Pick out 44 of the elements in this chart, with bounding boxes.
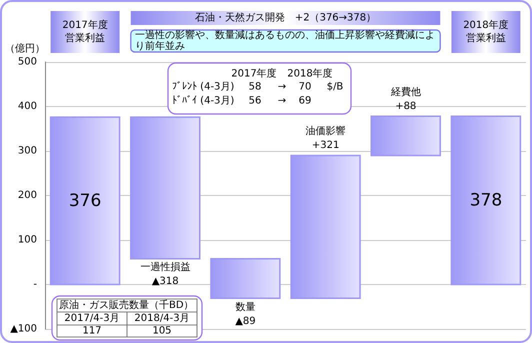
annotation: $/B bbox=[326, 82, 344, 92]
x-tick-label: 油価影響 bbox=[306, 124, 346, 137]
annotation: 117 bbox=[82, 326, 102, 336]
annotation: → bbox=[278, 96, 286, 106]
y-tick-label: 200 bbox=[18, 190, 37, 201]
data-label: +88 bbox=[395, 100, 416, 112]
y-tick-label: 400 bbox=[18, 101, 37, 112]
data-label: +321 bbox=[312, 140, 340, 151]
annotation: 58 bbox=[248, 82, 262, 92]
bar bbox=[50, 116, 120, 286]
annotation: 70 bbox=[298, 82, 312, 92]
annotation: 2018/4-3月 bbox=[134, 313, 190, 324]
bar bbox=[130, 116, 200, 260]
bar bbox=[290, 154, 361, 300]
annotation: 原油・ガス販売数量（千BD） bbox=[59, 299, 194, 311]
bar bbox=[210, 258, 281, 300]
bar bbox=[450, 116, 522, 286]
y-axis-title: （億円） bbox=[5, 42, 45, 54]
x-tick-label: 一過性損益 bbox=[140, 261, 190, 274]
y-tick-label: ▲100 bbox=[10, 324, 37, 334]
annotation: 105 bbox=[152, 326, 172, 336]
data-label: ▲318 bbox=[152, 276, 179, 288]
y-tick-label: 500 bbox=[18, 56, 37, 68]
x-tick-label: 2018年度営業利益 bbox=[463, 19, 509, 44]
annotation: ﾄﾞﾊﾞｲ (4-3月) bbox=[172, 94, 234, 106]
x-tick-label: 経費他 bbox=[390, 86, 421, 98]
annotation: → bbox=[278, 82, 286, 92]
annotation: ﾌﾞﾚﾝﾄ (4-3月) bbox=[172, 80, 234, 92]
y-tick-label: 300 bbox=[18, 146, 37, 156]
data-label: 378 bbox=[470, 190, 502, 210]
data-label: 376 bbox=[68, 190, 102, 211]
y-tick-label: 100 bbox=[18, 234, 37, 246]
x-tick-label: 数量 bbox=[235, 302, 256, 313]
annotation: 2017年度 bbox=[231, 68, 277, 80]
annotation: 56 bbox=[248, 96, 262, 106]
chart-subtitle: 一過性の影響や、数量減はあるものの、油価上昇影響や経費減により前年並み bbox=[134, 29, 435, 52]
data-label: ▲89 bbox=[235, 316, 256, 327]
x-tick-label: 2017年度営業利益 bbox=[62, 19, 108, 44]
annotation: 2017/4-3月 bbox=[64, 313, 120, 324]
annotation: 69 bbox=[298, 96, 312, 106]
chart-title: 石油・天然ガス開発 +2（376→378） bbox=[194, 12, 376, 24]
annotation: 2018年度 bbox=[287, 68, 333, 80]
y-tick-label: - bbox=[33, 279, 38, 290]
bar bbox=[370, 116, 441, 156]
